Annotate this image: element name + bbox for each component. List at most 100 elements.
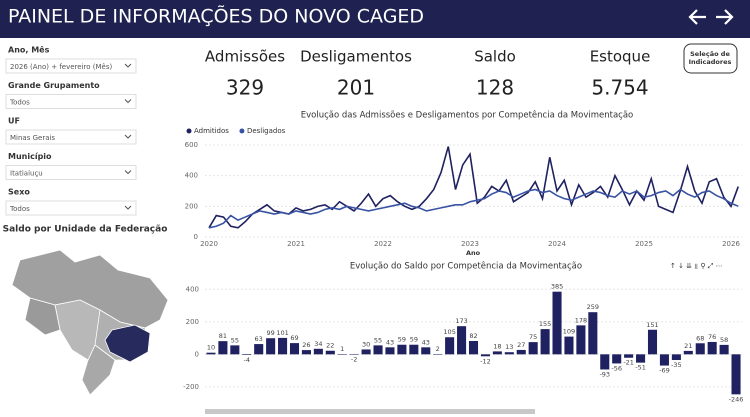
bar <box>337 354 347 355</box>
scrollbar[interactable] <box>205 409 535 414</box>
filter-value: 2026 (Ano) + fevereiro (Mês) <box>10 63 112 71</box>
bar <box>695 343 705 355</box>
y-tick-label: 200 <box>186 318 199 326</box>
dropdown-chevron <box>124 205 132 210</box>
data-label: 1 <box>340 345 344 353</box>
data-label: 27 <box>517 341 525 349</box>
data-label: 22 <box>326 342 334 350</box>
bar <box>564 336 574 355</box>
line-series <box>208 146 740 229</box>
bar <box>588 312 598 355</box>
filter-label: Ano, Mês <box>8 45 50 55</box>
data-label: -35 <box>671 361 682 369</box>
data-label: 18 <box>493 342 501 350</box>
button-label[interactable]: Seleção de Indicadores <box>689 50 732 66</box>
dropdown-chevron <box>124 134 132 139</box>
bar <box>433 354 443 355</box>
kpi-value: 201 <box>337 76 375 100</box>
bar <box>636 354 646 363</box>
bar <box>278 337 288 355</box>
bar <box>528 342 538 355</box>
data-label: -93 <box>599 370 610 378</box>
chart-title: Evolução do Saldo por Competência da Mov… <box>350 261 582 272</box>
data-label: 34 <box>314 340 322 348</box>
data-label: -69 <box>659 367 670 375</box>
data-label: 43 <box>386 338 394 346</box>
bar <box>612 354 622 364</box>
bar <box>457 326 467 355</box>
bar <box>719 344 729 355</box>
filter-dropdown[interactable] <box>5 129 137 145</box>
kpi-value: 5.754 <box>591 76 648 100</box>
bar <box>647 329 658 355</box>
indicator-button[interactable] <box>683 43 738 74</box>
data-label: 59 <box>410 336 418 344</box>
data-label: 21 <box>684 342 692 350</box>
x-tick-label: 2023 <box>461 240 479 248</box>
bar <box>218 341 228 355</box>
filter-value: Todos <box>9 205 30 213</box>
bar <box>385 347 395 355</box>
y-tick-label: 600 <box>185 141 198 149</box>
bar <box>731 354 741 395</box>
data-label: 75 <box>529 333 537 341</box>
data-label: -21 <box>623 359 634 367</box>
data-label: 99 <box>266 329 274 337</box>
filter-dropdown[interactable] <box>5 165 137 180</box>
y-tick-label: 0 <box>195 350 199 358</box>
x-tick-label: 2022 <box>374 240 392 248</box>
nav-arrows[interactable] <box>688 9 734 25</box>
filter-dropdown[interactable] <box>5 200 137 216</box>
bar <box>445 337 455 355</box>
kpi-label: Estoque <box>590 48 651 66</box>
bar <box>671 354 681 361</box>
data-label: 151 <box>646 321 658 329</box>
data-label: 63 <box>255 335 263 343</box>
data-label: 55 <box>231 336 239 344</box>
bar <box>313 348 323 355</box>
filter-label: Grande Grupamento <box>8 81 100 90</box>
data-label: 385 <box>551 283 563 291</box>
data-label: 105 <box>443 328 455 336</box>
x-tick-label: 2020 <box>200 240 218 248</box>
x-tick-label: 2021 <box>287 240 305 248</box>
data-label: 109 <box>563 328 575 336</box>
legend-label: Desligados <box>247 127 286 135</box>
kpi-value: 128 <box>476 76 514 100</box>
bar <box>230 345 240 355</box>
x-axis-label: Ano <box>466 249 481 257</box>
bar <box>504 352 514 355</box>
bar <box>242 354 252 355</box>
bar <box>206 352 216 355</box>
bar <box>409 344 419 355</box>
bar <box>361 349 371 355</box>
dropdown-chevron <box>124 99 132 104</box>
line-series <box>208 188 739 229</box>
bar <box>552 291 562 355</box>
data-label: 58 <box>720 336 728 344</box>
filter-dropdown[interactable] <box>5 58 137 74</box>
data-label: -12 <box>480 357 491 365</box>
data-label: 69 <box>290 334 298 342</box>
bar <box>600 354 610 370</box>
bar <box>707 341 717 355</box>
data-label: 155 <box>539 320 551 328</box>
header-title: PAINEL DE INFORMAÇÕES DO NOVO CAGED <box>8 5 424 28</box>
filter-label: Sexo <box>8 188 30 197</box>
bar <box>468 340 479 355</box>
kpi-label: Desligamentos <box>300 48 412 66</box>
y-tick-label: 400 <box>186 285 199 293</box>
svg-text:↑ ↓ ⇊ ⫫ ⚲ ⤢ ⋯: ↑ ↓ ⇊ ⫫ ⚲ ⤢ ⋯ <box>670 262 723 270</box>
bar <box>373 345 383 355</box>
visual-toolbar[interactable]: ↑ ↓ ⇊ ⫫ ⚲ ⤢ ⋯ <box>670 262 723 270</box>
data-label: -4 <box>244 356 250 364</box>
legend-label: Admitidos <box>194 127 229 135</box>
data-label: 2 <box>436 345 440 353</box>
bar <box>492 351 502 355</box>
filter-dropdown[interactable] <box>5 94 137 109</box>
filter-value: Minas Gerais <box>10 134 55 142</box>
filter-label: UF <box>8 117 20 126</box>
data-label: 55 <box>374 336 382 344</box>
data-label: 101 <box>276 329 288 337</box>
